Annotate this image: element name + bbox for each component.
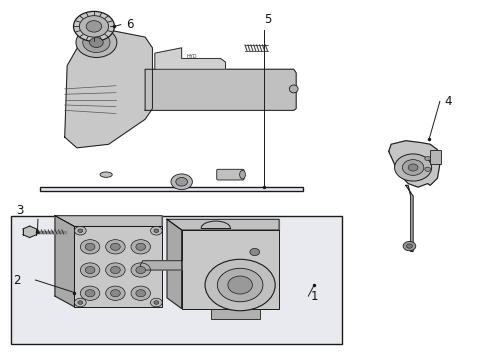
- Circle shape: [76, 27, 117, 58]
- Polygon shape: [406, 185, 413, 251]
- Circle shape: [83, 32, 110, 53]
- Bar: [211, 309, 260, 319]
- Circle shape: [131, 240, 150, 254]
- Circle shape: [394, 154, 432, 181]
- Bar: [182, 230, 279, 309]
- Circle shape: [131, 263, 150, 277]
- Circle shape: [85, 290, 95, 297]
- Circle shape: [80, 240, 100, 254]
- Circle shape: [111, 290, 120, 297]
- Circle shape: [74, 298, 86, 307]
- Text: 4: 4: [445, 95, 452, 108]
- Text: 6: 6: [125, 18, 133, 31]
- Polygon shape: [145, 69, 296, 111]
- Ellipse shape: [289, 85, 298, 93]
- Polygon shape: [65, 30, 152, 148]
- Text: 1: 1: [311, 289, 319, 303]
- Circle shape: [408, 164, 418, 171]
- Circle shape: [150, 298, 162, 307]
- Polygon shape: [167, 219, 279, 230]
- Polygon shape: [23, 226, 36, 238]
- Bar: [40, 187, 303, 191]
- FancyBboxPatch shape: [217, 169, 244, 180]
- Circle shape: [136, 243, 146, 250]
- Circle shape: [85, 243, 95, 250]
- Circle shape: [154, 301, 159, 304]
- Circle shape: [106, 286, 125, 300]
- Text: 2: 2: [14, 274, 21, 287]
- Polygon shape: [55, 216, 74, 307]
- Circle shape: [85, 266, 95, 274]
- Circle shape: [176, 177, 188, 186]
- Bar: [430, 150, 441, 164]
- Circle shape: [106, 263, 125, 277]
- Circle shape: [205, 259, 275, 311]
- Polygon shape: [167, 219, 182, 309]
- Text: 5: 5: [265, 13, 272, 26]
- Circle shape: [136, 290, 146, 297]
- Bar: [11, 216, 343, 344]
- Ellipse shape: [100, 172, 112, 177]
- Circle shape: [78, 301, 83, 304]
- Circle shape: [403, 242, 416, 251]
- Circle shape: [407, 244, 413, 248]
- Circle shape: [78, 229, 83, 233]
- Ellipse shape: [240, 170, 245, 179]
- Polygon shape: [55, 216, 162, 226]
- Text: 3: 3: [16, 204, 24, 217]
- Circle shape: [154, 229, 159, 233]
- Circle shape: [425, 167, 431, 171]
- Circle shape: [171, 174, 193, 190]
- Circle shape: [80, 286, 100, 300]
- Polygon shape: [140, 261, 182, 270]
- Circle shape: [218, 268, 263, 302]
- Bar: [74, 226, 162, 307]
- Circle shape: [79, 16, 109, 37]
- Text: o: o: [104, 172, 108, 177]
- Circle shape: [86, 21, 102, 32]
- Circle shape: [150, 226, 162, 235]
- Circle shape: [131, 286, 150, 300]
- Circle shape: [111, 266, 120, 274]
- Circle shape: [74, 226, 86, 235]
- Circle shape: [425, 157, 431, 161]
- Circle shape: [111, 243, 120, 250]
- Circle shape: [106, 240, 125, 254]
- Polygon shape: [389, 141, 440, 187]
- Circle shape: [74, 12, 115, 41]
- Text: HYD: HYD: [186, 54, 196, 59]
- Circle shape: [136, 266, 146, 274]
- Circle shape: [228, 276, 252, 294]
- Circle shape: [402, 159, 424, 175]
- Circle shape: [80, 263, 100, 277]
- Circle shape: [250, 248, 260, 256]
- Circle shape: [90, 37, 103, 48]
- Polygon shape: [155, 48, 225, 69]
